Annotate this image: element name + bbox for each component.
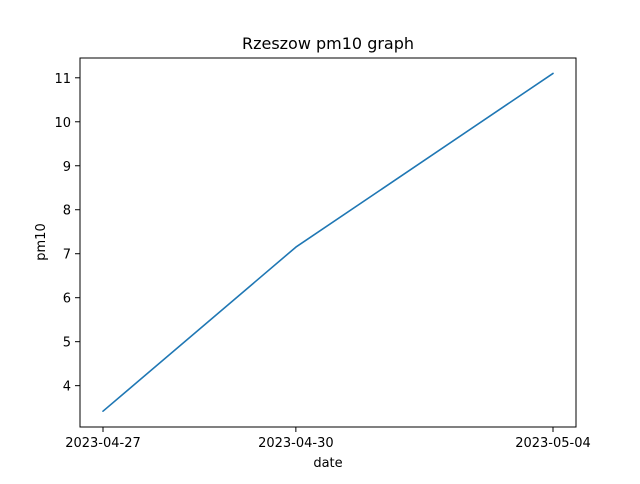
x-axis-label: date: [313, 456, 342, 471]
plot-frame: [79, 57, 577, 428]
y-axis-label: pm10: [34, 223, 49, 260]
y-tick-label: 6: [63, 292, 71, 307]
y-tick-label: 9: [63, 160, 71, 175]
y-tick-label: 5: [63, 336, 71, 351]
y-tick-label: 4: [63, 380, 71, 395]
chart-title: Rzeszow pm10 graph: [242, 34, 414, 53]
y-axis-ticks: 4 5 6 7 8 9 10 11: [54, 72, 80, 395]
series-layer: [102, 72, 554, 413]
y-tick-label: 8: [63, 204, 71, 219]
y-tick-label: 7: [63, 248, 71, 263]
x-tick-label: 2023-05-04: [515, 436, 591, 451]
series-line-0: [102, 72, 554, 413]
x-tick-label: 2023-04-30: [258, 436, 334, 451]
x-tick-label: 2023-04-27: [65, 436, 141, 451]
y-tick-label: 11: [54, 72, 71, 87]
x-axis-ticks: 2023-04-27 2023-04-30 2023-05-04: [65, 427, 591, 451]
y-tick-label: 10: [54, 116, 71, 131]
